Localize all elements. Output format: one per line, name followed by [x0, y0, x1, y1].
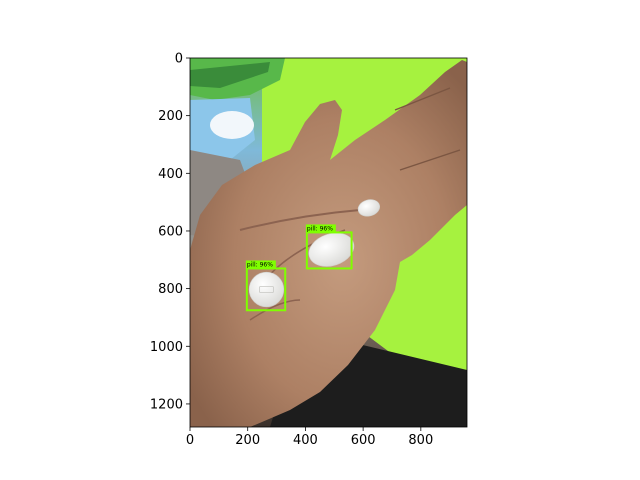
green-object-stripe	[190, 62, 270, 88]
y-tick-label: 0	[175, 52, 183, 67]
oval-pill	[357, 199, 380, 217]
y-tick-label: 1000	[150, 340, 183, 355]
x-tick-label: 400	[293, 433, 318, 448]
oval-pill	[308, 232, 355, 267]
pill-imprint	[259, 286, 274, 293]
pills	[248, 199, 380, 308]
x-tick-label: 200	[235, 433, 260, 448]
x-tick-label: 800	[408, 433, 433, 448]
detection-label: pill: 96%	[307, 225, 333, 232]
y-tick-label: 200	[158, 109, 183, 124]
palm-crease	[239, 209, 361, 231]
detection-label-bg	[245, 260, 276, 269]
y-tick-label: 400	[158, 167, 183, 182]
finger-crease	[394, 87, 451, 111]
finger-crease	[399, 149, 461, 171]
round-pill	[248, 271, 285, 308]
x-axis-ticks: 0 200 400 600 800	[186, 427, 433, 448]
y-tick-label: 600	[158, 224, 183, 239]
y-axis-ticks: 0 200 400 600 800 1000 1200	[150, 52, 190, 412]
axes-frame	[189, 57, 468, 428]
cloud-shape	[210, 111, 254, 139]
x-tick-label: 600	[351, 433, 376, 448]
detections: pill: 96% pill: 96%	[245, 224, 353, 312]
detection-label-bg	[305, 224, 336, 233]
y-tick-label: 800	[158, 282, 183, 297]
x-tick-label: 0	[186, 433, 194, 448]
detection-label: pill: 96%	[247, 261, 273, 268]
y-tick-label: 1200	[150, 397, 183, 412]
photo	[190, 58, 467, 427]
palm-crease	[249, 299, 301, 321]
